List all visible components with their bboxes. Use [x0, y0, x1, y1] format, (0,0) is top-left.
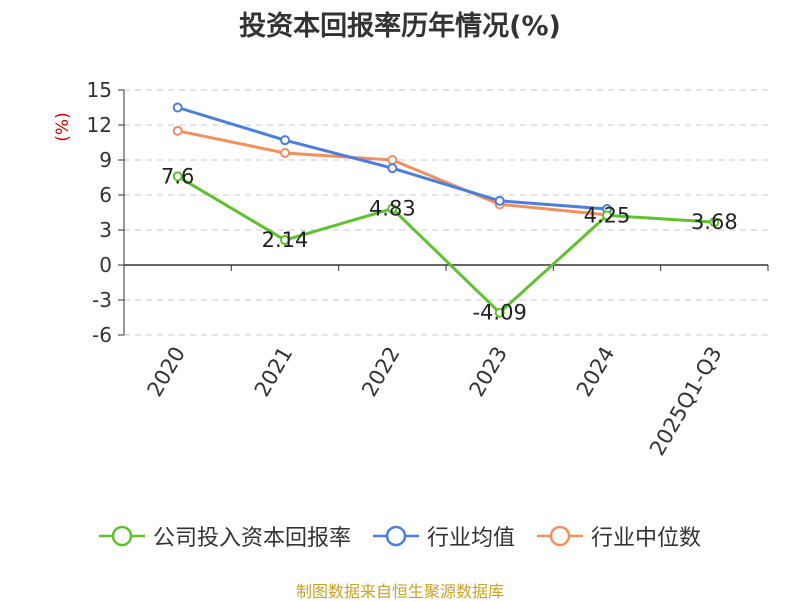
x-tick-label: 2020 — [142, 343, 190, 401]
legend-marker-icon — [372, 525, 419, 547]
x-tick-label: 2025Q1-Q3 — [645, 343, 727, 460]
x-tick-label: 2024 — [572, 343, 620, 401]
chart-title: 投资本回报率历年情况(%) — [239, 11, 561, 42]
data-point — [387, 203, 398, 214]
legend: 公司投入资本回报率 行业均值 行业中位数 — [0, 520, 800, 552]
y-axis-label: (%) — [53, 112, 73, 141]
data-label: 4.25 — [584, 203, 631, 227]
data-point — [494, 307, 505, 318]
data-label: 4.83 — [369, 197, 416, 221]
data-source-note: 制图数据来自恒生聚源数据库 — [295, 582, 504, 601]
data-label: 2.14 — [262, 228, 309, 252]
data-point — [172, 102, 183, 113]
data-point — [280, 148, 290, 158]
series-lines — [172, 102, 720, 318]
y-tick-label: -3 — [92, 288, 112, 312]
y-tick-label: 9 — [99, 148, 112, 172]
x-tick-label: 2023 — [464, 343, 512, 401]
legend-label: 行业中位数 — [591, 526, 702, 551]
data-label: 7.6 — [161, 164, 194, 188]
data-point — [280, 135, 290, 146]
axes: 15 12 9 6 3 0 -3 -6 2020 2021 2022 2023 2024 2025Q1-Q… — [87, 78, 769, 460]
y-tick-label: 6 — [99, 183, 112, 207]
series-line — [176, 175, 715, 315]
data-point — [172, 125, 183, 136]
legend-marker-icon — [98, 525, 145, 547]
data-point — [709, 217, 720, 228]
data-point — [387, 155, 398, 165]
y-tick-label: 15 — [87, 78, 112, 102]
grid-lines — [124, 89, 768, 336]
y-tick-label: 3 — [99, 218, 112, 242]
legend-marker-icon — [537, 525, 583, 547]
data-point — [172, 171, 183, 182]
data-point — [602, 210, 612, 221]
data-labels: 7.6 2.14 4.83 -4.09 4.25 3.68 — [161, 164, 738, 324]
legend-item: 行业均值 — [372, 520, 515, 552]
y-tick-label: 0 — [99, 253, 112, 277]
legend-label: 公司投入资本回报率 — [152, 526, 351, 551]
data-label: -4.09 — [472, 301, 526, 325]
data-point — [387, 163, 398, 174]
y-tick-label: -6 — [92, 323, 112, 347]
data-point — [494, 195, 505, 206]
legend-label: 行业均值 — [426, 526, 515, 551]
legend-item: 公司投入资本回报率 — [98, 520, 351, 552]
data-label: 3.68 — [691, 210, 738, 234]
data-point — [280, 235, 290, 246]
legend-item: 行业中位数 — [537, 520, 701, 552]
y-tick-label: 12 — [87, 113, 112, 137]
x-tick-label: 2021 — [250, 343, 298, 401]
x-tick-label: 2022 — [357, 343, 405, 401]
